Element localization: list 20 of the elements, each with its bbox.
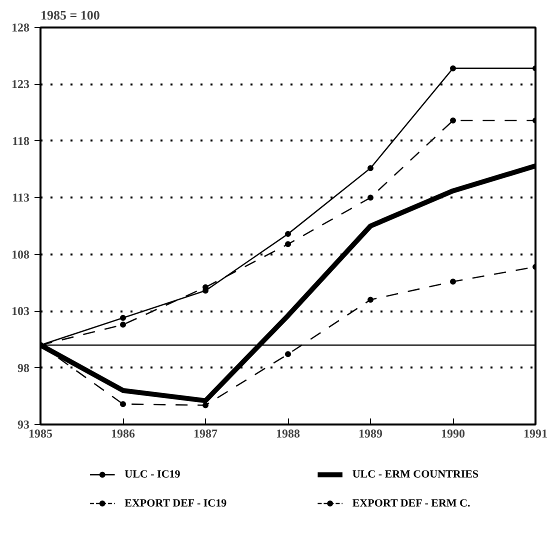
- x-tick-label: 1988: [276, 426, 300, 440]
- y-tick-label: 108: [12, 247, 30, 262]
- x-tick-label: 1990: [441, 426, 465, 440]
- y-tick-label: 118: [12, 134, 30, 148]
- legend-label: ULC - ERM COUNTRIES: [352, 468, 479, 481]
- legend-label: EXPORT DEF - IC19: [124, 498, 228, 510]
- y-tick-label: 103: [12, 304, 30, 318]
- x-tick-label: 1989: [358, 426, 382, 440]
- y-tick-label: 113: [12, 190, 30, 205]
- y-tick-label: 93: [18, 418, 30, 432]
- y-axis-title: 1985 = 100: [40, 8, 100, 22]
- y-tick-label: 123: [12, 77, 30, 92]
- x-tick-label: 1986: [111, 426, 135, 440]
- y-tick-label: 128: [12, 20, 30, 34]
- x-tick-label: 1987: [194, 426, 218, 440]
- legend-label: ULC - IC19: [124, 468, 181, 481]
- y-tick-label: 98: [18, 360, 30, 375]
- legend-label: EXPORT DEF - ERM C.: [352, 498, 470, 510]
- x-tick-label: 1985: [28, 426, 52, 440]
- x-tick-label: 1991: [524, 426, 548, 440]
